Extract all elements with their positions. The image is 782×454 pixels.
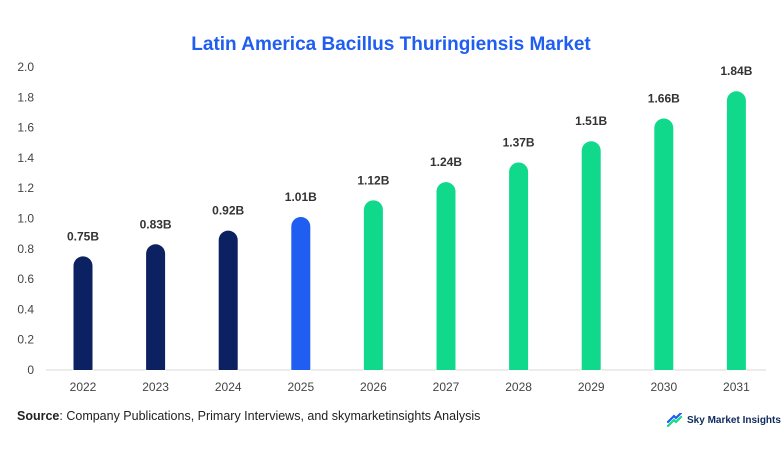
- y-tick-label: 0: [27, 363, 34, 377]
- source-text: : Company Publications, Primary Intervie…: [59, 409, 481, 423]
- bar-base-mask: [72, 370, 94, 380]
- x-tick-label: 2027: [433, 380, 460, 394]
- x-tick-label: 2030: [650, 380, 677, 394]
- bar-base-mask: [217, 370, 239, 380]
- data-label-2029: 1.51B: [575, 114, 607, 128]
- bar-2029: [581, 141, 601, 378]
- source-note: Source: Company Publications, Primary In…: [17, 409, 480, 423]
- data-label-2028: 1.37B: [503, 135, 535, 149]
- bar-base-mask: [435, 370, 457, 380]
- data-label-2022: 0.75B: [67, 229, 99, 243]
- bar-base-mask: [362, 370, 384, 380]
- bar-2028: [509, 162, 529, 378]
- bar-2027: [436, 182, 456, 378]
- y-tick-label: 1.8: [17, 90, 34, 104]
- bar-base-mask: [653, 370, 675, 380]
- bar-2024: [218, 230, 238, 378]
- x-tick-label: 2031: [723, 380, 750, 394]
- bar-base-mask: [290, 370, 312, 380]
- data-label-2026: 1.12B: [357, 173, 389, 187]
- x-axis: 2022 2023 2024 2025 2026 2027 2028 2029 2030 2031: [70, 380, 750, 394]
- x-tick-label: 2022: [70, 380, 97, 394]
- bar-2022: [73, 256, 93, 378]
- data-label-2031: 1.84B: [720, 64, 752, 78]
- bar-base-mask: [725, 370, 747, 380]
- y-tick-label: 2.0: [17, 60, 34, 74]
- chart-title: Latin America Bacillus Thuringiensis Mar…: [191, 34, 591, 55]
- data-label-2023: 0.83B: [140, 217, 172, 231]
- bar-2025: [291, 216, 311, 378]
- data-label-2027: 1.24B: [430, 155, 462, 169]
- y-tick-label: 0.6: [17, 272, 34, 286]
- bar-chart: 0 0.2 0.4 0.6 0.8 1.0 1.2 1.4 1.6 1.8 2.0 0.75B 0.8…: [17, 60, 766, 394]
- y-tick-label: 1.6: [17, 121, 34, 135]
- bar-2026: [363, 200, 383, 378]
- data-label-2024: 0.92B: [212, 204, 244, 218]
- y-axis: 0 0.2 0.4 0.6 0.8 1.0 1.2 1.4 1.6 1.8 2.0: [17, 60, 34, 377]
- y-tick-label: 1.0: [17, 212, 34, 226]
- x-tick-label: 2024: [215, 380, 242, 394]
- data-label-2030: 1.66B: [648, 92, 680, 106]
- data-label-2025: 1.01B: [285, 190, 317, 204]
- y-tick-label: 1.2: [17, 181, 34, 195]
- y-tick-label: 1.4: [17, 151, 34, 165]
- brand-logo: Sky Market Insights: [667, 413, 781, 427]
- y-tick-label: 0.8: [17, 242, 34, 256]
- bars-group: 0.75B 0.83B 0.92B 1.01B 1.12B 1.24B 1.37B 1.51B…: [67, 64, 753, 380]
- bar-base-mask: [145, 370, 167, 380]
- bar-2030: [654, 118, 674, 378]
- bar-2023: [146, 244, 166, 378]
- x-tick-label: 2025: [287, 380, 314, 394]
- x-tick-label: 2023: [142, 380, 169, 394]
- x-tick-label: 2028: [505, 380, 532, 394]
- y-tick-label: 0.2: [17, 333, 34, 347]
- x-tick-label: 2029: [578, 380, 605, 394]
- bar-2031: [726, 91, 746, 379]
- bar-base-mask: [580, 370, 602, 380]
- sky-market-insights-logo-icon: [667, 413, 683, 427]
- source-label: Source: [17, 409, 60, 423]
- brand-name: Sky Market Insights: [687, 414, 781, 426]
- x-tick-label: 2026: [360, 380, 387, 394]
- bar-base-mask: [508, 370, 530, 380]
- y-tick-label: 0.4: [17, 302, 34, 316]
